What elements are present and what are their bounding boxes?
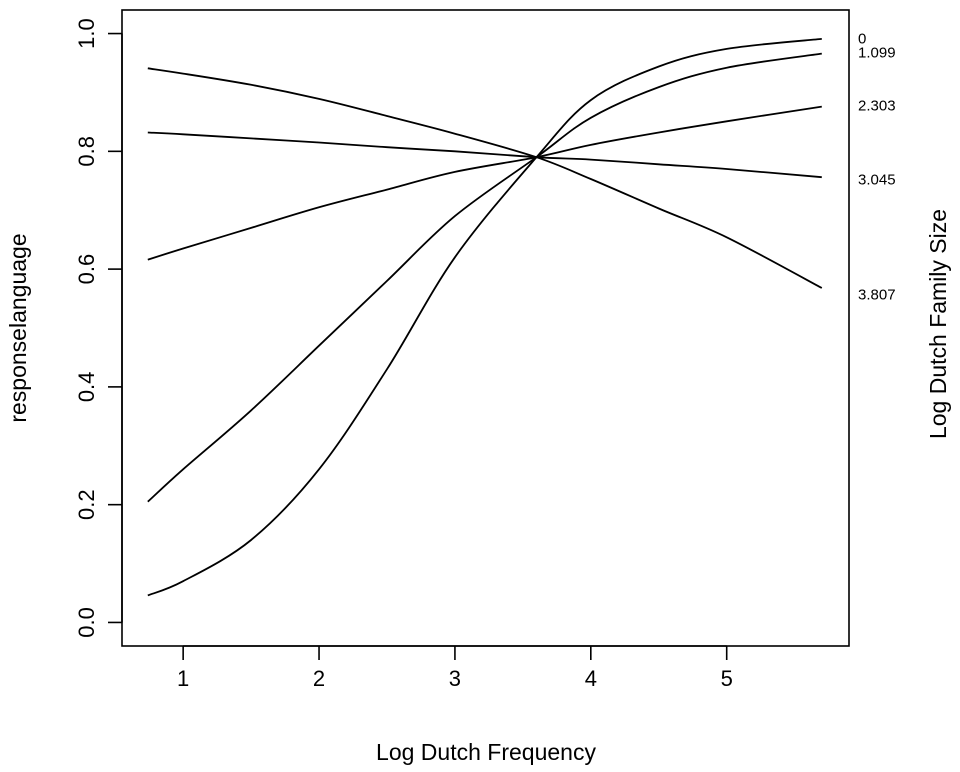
series-line-3-807: [147, 67, 823, 289]
y-tick-label: 0.0: [74, 607, 99, 638]
series-curves: [147, 38, 823, 597]
series-labels: 01.099 2.303 3.045 3.807: [858, 30, 896, 303]
y-tick-label: 0.4: [74, 372, 99, 403]
y-axis-title: responselanguage: [5, 233, 31, 422]
y-axis: 0.0 0.2 0.4 0.6 0.8 1.0: [74, 18, 123, 638]
series-line-0: [147, 38, 822, 597]
x-tick-label: 5: [721, 666, 733, 691]
x-axis: 1 2 3 4 5: [177, 645, 733, 691]
x-tick-label: 2: [313, 666, 325, 691]
x-tick-label: 1: [177, 666, 189, 691]
x-tick-label: 4: [585, 666, 597, 691]
series-label: 3.807: [858, 287, 896, 304]
series-line-2-303: [147, 105, 822, 261]
series-label: 3.045: [858, 172, 896, 189]
series-label: 1.099: [858, 45, 896, 62]
right-axis-title: Log Dutch Family Size: [925, 209, 951, 439]
x-tick-label: 3: [449, 666, 461, 691]
series-label: 2.303: [858, 98, 896, 115]
series-line-1-099: [147, 52, 822, 503]
y-tick-label: 1.0: [74, 18, 99, 49]
y-tick-label: 0.6: [74, 254, 99, 285]
series-label: 0: [858, 30, 866, 47]
y-tick-label: 0.8: [74, 136, 99, 167]
x-axis-title: Log Dutch Frequency: [376, 739, 596, 765]
plot-frame: [121, 9, 850, 647]
series-line-3-045: [147, 131, 822, 179]
y-tick-label: 0.2: [74, 489, 99, 520]
